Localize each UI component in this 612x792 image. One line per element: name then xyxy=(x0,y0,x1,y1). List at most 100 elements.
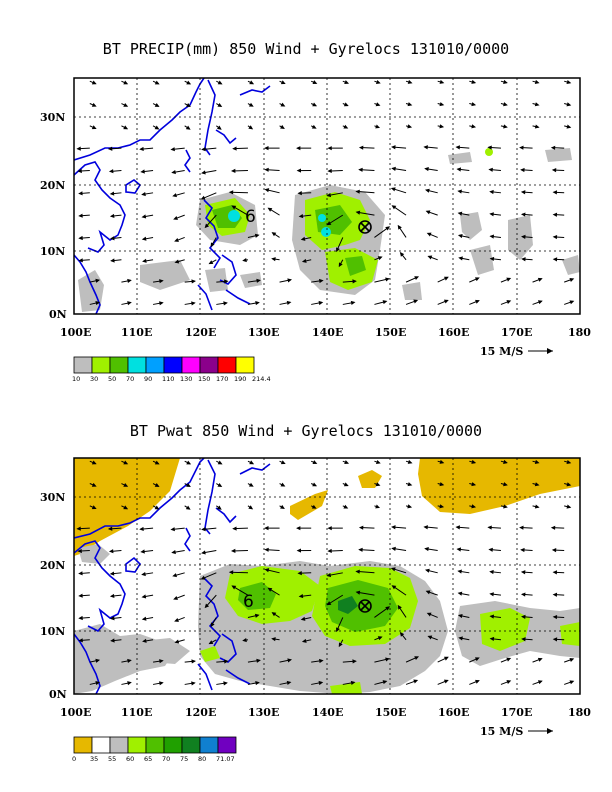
wind-vector-head xyxy=(159,279,164,284)
wind-vector-head xyxy=(375,459,381,464)
wind-vector-head xyxy=(186,103,191,107)
gyre-circle-x-icon xyxy=(358,599,372,613)
wind-vector-head xyxy=(489,592,494,597)
colorbar-swatch xyxy=(217,356,237,374)
wind-vector-head xyxy=(231,548,236,553)
wind-vector-head xyxy=(186,483,191,487)
wind-vector-head xyxy=(95,301,101,306)
wind-vector-head xyxy=(217,482,223,487)
wind-vector-head xyxy=(519,145,524,150)
wind-vector-head xyxy=(159,659,164,664)
colorbar-swatch xyxy=(73,736,93,754)
lon-label: 150E xyxy=(375,706,406,719)
wind-vector-head xyxy=(224,279,229,284)
wind-vector-head xyxy=(280,102,286,107)
wind-vector-head xyxy=(271,232,277,237)
wind-vector-head xyxy=(297,571,302,576)
wind-vector-head xyxy=(91,102,97,107)
colorbar-swatch xyxy=(91,356,111,374)
wind-vector-head xyxy=(487,525,492,530)
colorbar-swatch xyxy=(109,736,129,754)
wind-vector-head xyxy=(312,102,318,107)
precip-map-title: BT PRECIP(mm) 850 Wind + Gyrelocs 131010… xyxy=(102,40,510,58)
wind-vector-head xyxy=(300,616,306,621)
wind-vector-head xyxy=(185,505,191,510)
wind-vector-head xyxy=(298,213,304,219)
wind-vector-head xyxy=(110,638,115,643)
wind-vector-head xyxy=(159,681,164,686)
wind-vector-head xyxy=(391,205,397,210)
wind-vector-head xyxy=(300,236,306,241)
wind-vector-head xyxy=(474,657,480,662)
wind-vector-head xyxy=(248,505,254,510)
wind-vector-head xyxy=(78,638,83,643)
wind-vector-head xyxy=(503,504,508,509)
wind-vector-head xyxy=(264,167,269,172)
colorbar-label: 30 xyxy=(90,375,98,383)
wind-vector-head xyxy=(228,570,234,575)
wind-vector-head xyxy=(123,80,129,85)
colorbar-label: 60 xyxy=(126,755,134,763)
wind-vector-head xyxy=(172,573,177,578)
gyre-center-symbol: 6 xyxy=(245,207,256,227)
wind-vector-head xyxy=(254,613,260,618)
wind-vector-head xyxy=(77,168,82,174)
wind-vector-head xyxy=(174,237,179,242)
wind-vector-head xyxy=(457,613,463,619)
wind-vector-head xyxy=(110,236,115,241)
wind-vector-head xyxy=(391,145,396,150)
wind-vector-head xyxy=(390,567,396,572)
wind-vector-head xyxy=(280,80,286,85)
wind-vector-head xyxy=(200,575,206,580)
wind-vector-head xyxy=(519,525,524,530)
wind-vector-head xyxy=(439,482,445,487)
wind-vector-head xyxy=(297,191,302,196)
reference-arrow-icon xyxy=(528,348,553,354)
lon-label: 130E xyxy=(248,326,279,339)
wind-vector-head xyxy=(344,460,350,464)
wind-vector-head xyxy=(224,659,229,664)
wind-vector-head xyxy=(407,102,413,107)
wind-vector-head xyxy=(521,257,526,262)
wind-vector-head xyxy=(471,124,477,129)
wind-vector-head xyxy=(520,212,526,217)
pwat-shading-layer xyxy=(74,458,580,694)
wind-vector-head xyxy=(159,301,164,306)
wind-vector-head xyxy=(280,482,286,487)
wind-vector-head xyxy=(355,189,360,194)
colorbar-label: 70 xyxy=(162,755,170,763)
wind-vector-head xyxy=(109,593,115,599)
precip-colorbar: 10 30 50 70 90 110 130 150 170 190 214.4 xyxy=(72,356,271,383)
wind-vector-head xyxy=(377,256,383,261)
wind-vector-head xyxy=(301,638,307,643)
wind-vector-head xyxy=(444,656,449,661)
wind-vector-head xyxy=(390,187,396,192)
pwat-map-title: BT Pwat 850 Wind + Gyrelocs 131010/0000 xyxy=(129,422,483,440)
wind-vector-head xyxy=(475,679,480,684)
wind-vector-head xyxy=(242,257,247,263)
lon-label: 140E xyxy=(312,326,343,339)
wind-vector-head xyxy=(566,459,572,465)
wind-vector-head xyxy=(350,680,356,685)
wind-vector-head xyxy=(286,300,292,305)
wind-vector-head xyxy=(311,124,317,129)
wind-vector-head xyxy=(200,195,206,200)
colorbar-label: 90 xyxy=(144,375,152,383)
wind-vector-head xyxy=(385,226,390,231)
wind-vector-head xyxy=(170,147,175,152)
wind-vector-head xyxy=(287,278,293,283)
wind-vector-head xyxy=(503,459,508,464)
lon-label: 120E xyxy=(185,326,216,339)
wind-vector-head xyxy=(298,593,304,599)
colorbar-swatch xyxy=(145,356,165,374)
wind-vector-head xyxy=(210,622,215,628)
wind-vector-head xyxy=(327,146,332,151)
wind-vector-head xyxy=(426,232,432,237)
wind-vector-head xyxy=(327,526,332,531)
wind-vector-head xyxy=(141,616,147,621)
wind-vector-head xyxy=(264,547,269,552)
wind-vector-head xyxy=(326,193,332,198)
lon-label: 110E xyxy=(121,706,152,719)
wind-vector-head xyxy=(186,80,192,85)
colorbar-label: 75 xyxy=(180,755,188,763)
